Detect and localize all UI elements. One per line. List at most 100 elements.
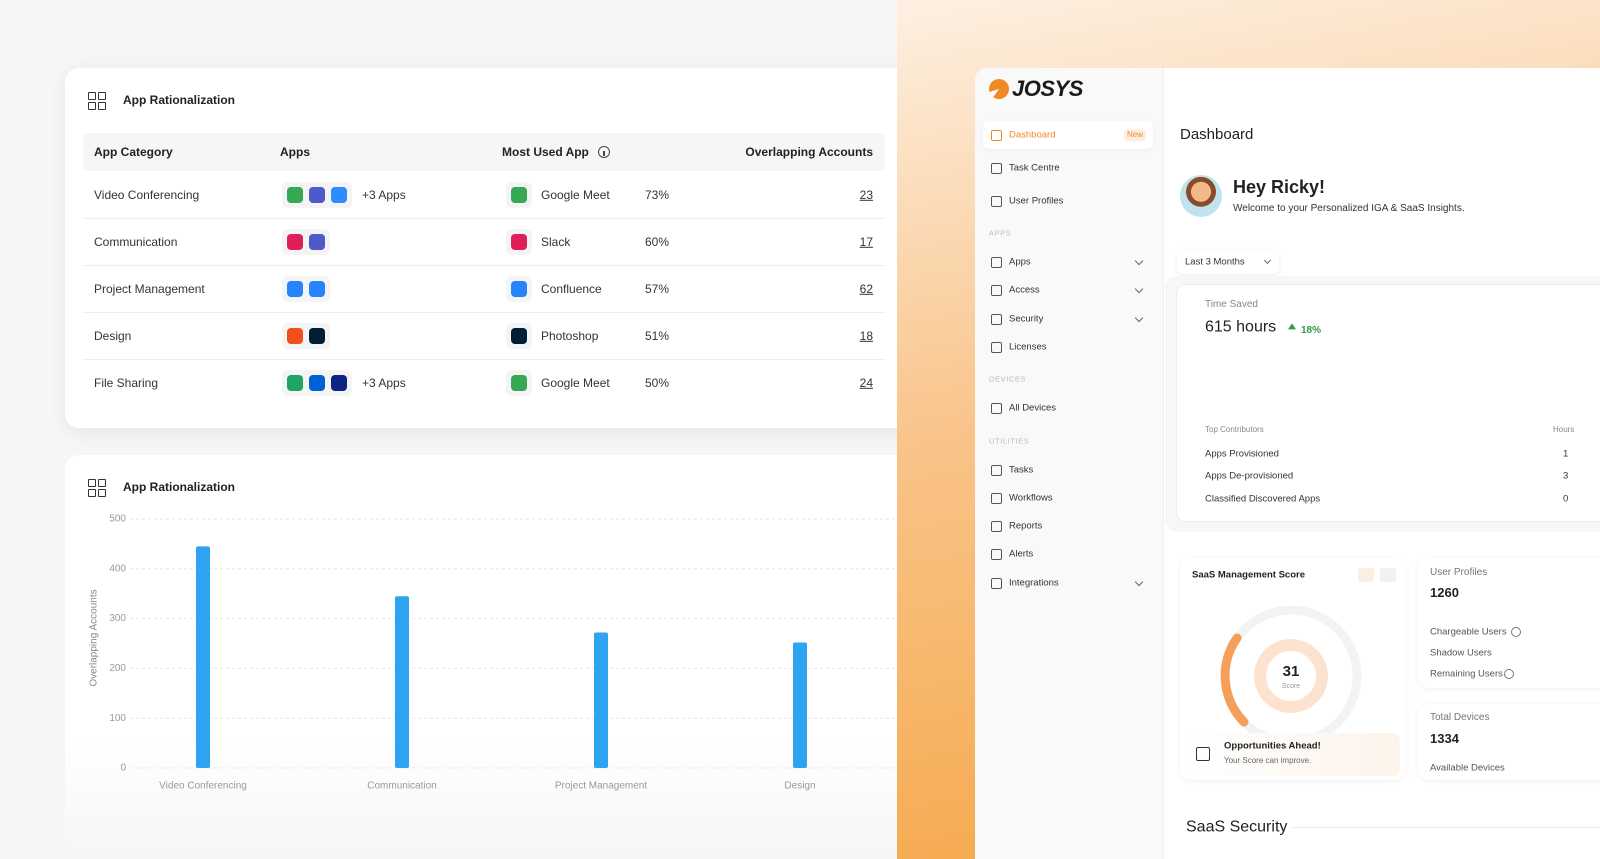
most-used-icon (506, 323, 532, 349)
gauge-core (1266, 651, 1316, 701)
app-icon (287, 328, 303, 344)
overlapping-accounts: 24 (859, 375, 873, 390)
y-axis-label: Overlapping Accounts (89, 589, 100, 686)
nav-icon[interactable] (991, 341, 1002, 353)
contributors-title: Top Contributors (1205, 425, 1264, 435)
column-header: Overlapping Accounts (745, 144, 873, 159)
logo-mark (989, 79, 1009, 99)
bar (793, 642, 807, 768)
row-divider (83, 265, 885, 266)
tip-text: Your Score can improve. (1224, 756, 1312, 766)
overlapping-accounts: 62 (859, 281, 873, 296)
nav-item[interactable]: Access (1009, 284, 1040, 296)
nav-icon[interactable] (991, 285, 1002, 297)
nav-icon[interactable] (991, 130, 1002, 141)
score-gauge (1220, 606, 1362, 746)
score-card: SaaS Management Score 31 Score Opportunitie… (1180, 558, 1405, 780)
y-tick-label: 300 (109, 613, 126, 624)
nav-icon[interactable] (991, 313, 1002, 325)
nav-item[interactable]: Task Centre (1009, 162, 1060, 174)
nav-item[interactable]: Security (1009, 312, 1044, 324)
user-profiles-card: User Profiles 1260 Chargeable Users Shadow … (1418, 558, 1600, 688)
nav-item[interactable]: Alerts (1009, 548, 1034, 560)
app-icon (309, 281, 325, 297)
score-icon (1380, 568, 1396, 582)
nav-chevron[interactable] (1134, 256, 1144, 266)
more-apps: +3 Apps (362, 187, 406, 202)
most-used-glyph (511, 281, 527, 297)
nav-section-title: UTILITIES (989, 436, 1030, 445)
most-used-app: Photoshop (541, 328, 599, 343)
contributor-hours: 3 (1563, 470, 1569, 482)
app-icon (309, 375, 325, 391)
nav-item[interactable]: All Devices (1009, 402, 1056, 414)
contributor-hours: 0 (1563, 492, 1569, 504)
y-tick-label: 200 (109, 663, 126, 674)
nav-icon[interactable] (991, 521, 1002, 533)
page-heading: Dashboard (1180, 126, 1254, 143)
app-icon (287, 234, 303, 250)
most-used-app: Google Meet (541, 187, 610, 202)
nav-icon[interactable] (991, 196, 1002, 207)
x-tick-label: Communication (367, 781, 436, 792)
nav-chevron[interactable] (1134, 313, 1144, 322)
grid-icon-cell (88, 479, 96, 487)
nav-icon[interactable] (991, 464, 1002, 476)
app-icon-group (282, 229, 330, 255)
most-used-app: Confluence (541, 281, 602, 296)
usage-share: 57% (645, 281, 670, 296)
table-header-bg (83, 133, 885, 171)
logo-text: JOSYS (1012, 75, 1083, 101)
nav-item[interactable]: Integrations (1009, 576, 1059, 588)
x-tick-label: Video Conferencing (159, 781, 247, 792)
nav-item[interactable]: User Profiles (1009, 195, 1064, 207)
score-icon (1358, 568, 1374, 582)
card-title: App Rationalization (123, 92, 235, 107)
grid-icon-cell (88, 102, 96, 110)
nav-icon[interactable] (991, 163, 1002, 174)
app-icon-group (282, 370, 352, 396)
metric-value: 615 hours (1205, 318, 1277, 336)
most-used-icon (506, 276, 532, 302)
nav-item[interactable]: Apps (1009, 256, 1031, 268)
nav-icon[interactable] (991, 492, 1002, 504)
app-category: Video Conferencing (94, 187, 200, 202)
app-icon (309, 328, 325, 344)
most-used-app: Slack (541, 234, 571, 249)
nav-icon[interactable] (991, 549, 1002, 561)
card-item: Available Devices (1430, 762, 1505, 774)
sidebar: JOSYS Dashboard New Task Centre User Profile… (975, 68, 1164, 859)
grid-icon-cell (98, 92, 106, 100)
nav-icon[interactable] (991, 577, 1002, 589)
period-dropdown[interactable]: Last 3 Months (1177, 250, 1279, 274)
contributor-name: Apps Provisioned (1205, 448, 1279, 460)
nav-item[interactable]: Reports (1009, 520, 1043, 532)
nav-icon[interactable] (991, 257, 1002, 268)
app-category: File Sharing (94, 375, 159, 390)
more-apps: +3 Apps (362, 375, 406, 390)
app-icon (287, 281, 303, 297)
card-item: Shadow Users (1430, 647, 1492, 659)
nav-chevron[interactable] (1134, 577, 1144, 586)
score-title: SaaS Management Score (1192, 569, 1305, 581)
nav-item[interactable]: Workflows (1009, 492, 1053, 504)
metric-label: Time Saved (1205, 299, 1258, 310)
most-used-icon (506, 229, 532, 255)
row-divider (83, 359, 885, 360)
tip-icon (1196, 747, 1210, 761)
usage-share: 51% (645, 328, 670, 343)
card-item: Remaining Users (1430, 668, 1503, 680)
most-used-glyph (511, 234, 527, 250)
nav-icon[interactable] (991, 403, 1002, 415)
app-icon (309, 234, 325, 250)
time-saved-card: Time Saved 615 hours 18% Top Contributors Ho… (1176, 284, 1600, 522)
nav-item[interactable]: Licenses (1009, 341, 1047, 353)
nav-chevron[interactable] (1134, 285, 1144, 294)
nav-item[interactable]: Tasks (1009, 463, 1034, 475)
app-category: Design (94, 328, 132, 343)
contributor-hours: 1 (1563, 448, 1569, 460)
bar (594, 632, 608, 768)
nav-item[interactable]: Dashboard (1009, 129, 1056, 141)
most-used-glyph (511, 328, 527, 344)
